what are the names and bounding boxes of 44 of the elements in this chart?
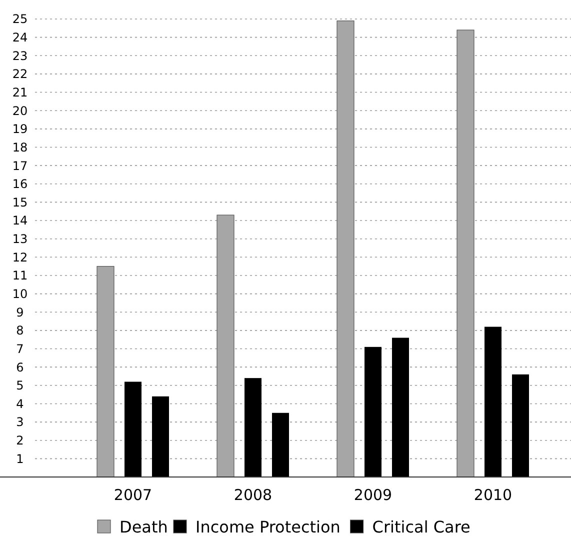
y-tick-label: 8 <box>16 324 24 338</box>
y-tick-label: 17 <box>12 158 28 173</box>
y-tick-label: 14 <box>12 214 28 228</box>
y-tick-label: 3 <box>16 415 24 430</box>
y-tick-label: 6 <box>16 360 24 374</box>
y-tick-label: 11 <box>12 268 28 283</box>
y-tick-label: 15 <box>12 195 28 210</box>
bar <box>216 214 234 478</box>
y-tick-label: 4 <box>16 396 24 411</box>
y-tick-label: 20 <box>12 104 28 118</box>
x-tick-label: 2008 <box>234 486 272 504</box>
legend-label: Critical Care <box>372 518 470 537</box>
bar <box>152 396 169 477</box>
y-tick-label: 12 <box>12 250 28 264</box>
bar <box>336 20 354 478</box>
legend-label: Death <box>120 518 168 537</box>
x-tick-label: 2010 <box>474 486 512 504</box>
bar <box>96 266 114 478</box>
y-tick-label: 21 <box>12 85 28 100</box>
bar <box>484 326 502 477</box>
y-tick-label: 18 <box>12 140 28 154</box>
y-tick-label: 1 <box>16 452 24 466</box>
y-tick-label: 13 <box>12 232 28 246</box>
y-tick-label: 23 <box>12 48 28 63</box>
bar <box>512 374 529 477</box>
legend-label: Income Protection <box>196 518 340 537</box>
bar <box>272 412 289 477</box>
y-tick-label: 22 <box>12 67 28 82</box>
y-tick-label: 19 <box>12 122 28 136</box>
x-tick-label: 2007 <box>114 486 152 504</box>
y-tick-label: 5 <box>16 378 24 393</box>
y-tick-label: 16 <box>12 177 28 192</box>
y-tick-label: 9 <box>16 305 24 320</box>
y-tick-label: 10 <box>12 287 28 301</box>
y-tick-label: 2 <box>16 434 24 448</box>
bar <box>244 378 262 477</box>
y-tick-label: 7 <box>16 342 24 356</box>
bar <box>124 382 142 477</box>
bar <box>364 346 382 477</box>
y-tick-label: 25 <box>12 12 28 26</box>
bar <box>392 338 409 477</box>
y-tick-label: 24 <box>12 30 28 45</box>
x-tick-label: 2009 <box>354 486 392 504</box>
bar <box>456 30 474 478</box>
